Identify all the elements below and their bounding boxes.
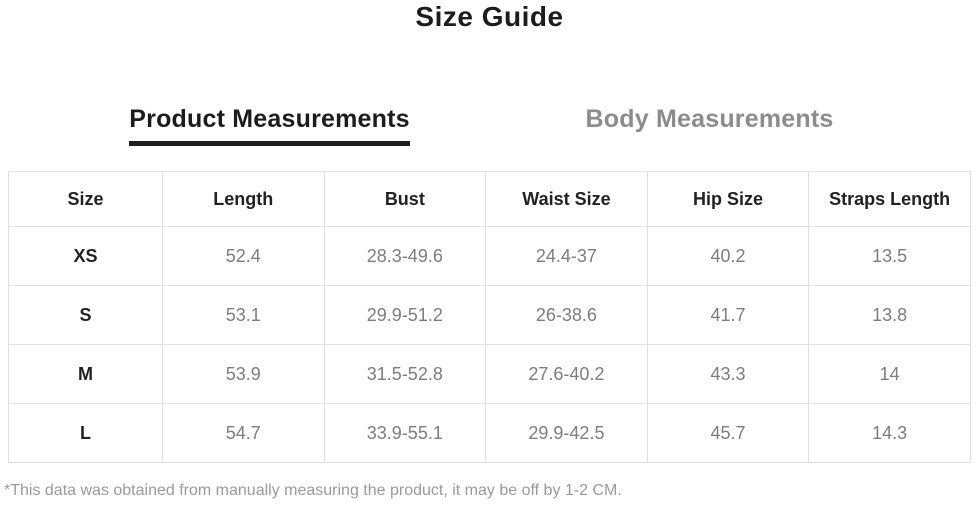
measurement-cell: 43.3 xyxy=(646,344,810,404)
measurement-disclaimer: *This data was obtained from manually me… xyxy=(4,482,622,499)
size-cell: L xyxy=(8,403,163,463)
size-guide-table: Size Length Bust Waist Size Hip Size Str… xyxy=(8,171,971,463)
column-header-hip-size: Hip Size xyxy=(646,171,810,227)
measurement-cell: 29.9-42.5 xyxy=(485,403,648,463)
page-title: Size Guide xyxy=(415,1,564,32)
table-row-l: L 54.7 33.9-55.1 29.9-42.5 45.7 14.3 xyxy=(8,403,971,463)
size-cell: M xyxy=(8,344,163,404)
column-header-size: Size xyxy=(8,171,163,227)
measurement-cell: 33.9-55.1 xyxy=(323,403,487,463)
table-row-m: M 53.9 31.5-52.8 27.6-40.2 43.3 14 xyxy=(8,344,971,404)
measurement-cell: 29.9-51.2 xyxy=(323,285,487,345)
measurement-tabs: Product Measurements Body Measurements xyxy=(50,105,930,146)
measurement-cell: 54.7 xyxy=(161,403,325,463)
table-row-xs: XS 52.4 28.3-49.6 24.4-37 40.2 13.5 xyxy=(8,226,971,286)
measurement-cell: 26-38.6 xyxy=(485,285,648,345)
measurement-cell: 27.6-40.2 xyxy=(485,344,648,404)
measurement-cell: 53.1 xyxy=(161,285,325,345)
tab-body-measurements-label: Body Measurements xyxy=(585,105,834,133)
measurement-cell: 14 xyxy=(808,344,971,404)
measurement-cell: 13.5 xyxy=(808,226,971,286)
measurement-cell: 53.9 xyxy=(161,344,325,404)
measurement-cell: 24.4-37 xyxy=(485,226,648,286)
measurement-cell: 52.4 xyxy=(161,226,325,286)
measurement-cell: 28.3-49.6 xyxy=(323,226,487,286)
measurement-cell: 13.8 xyxy=(808,285,971,345)
table-header-row: Size Length Bust Waist Size Hip Size Str… xyxy=(8,171,971,227)
column-header-waist-size: Waist Size xyxy=(485,171,648,227)
tab-product-measurements[interactable]: Product Measurements xyxy=(50,105,490,146)
measurement-cell: 41.7 xyxy=(646,285,810,345)
size-cell: S xyxy=(8,285,163,345)
column-header-bust: Bust xyxy=(323,171,487,227)
tab-product-measurements-label: Product Measurements xyxy=(129,105,410,146)
measurement-cell: 40.2 xyxy=(646,226,810,286)
measurement-cell: 31.5-52.8 xyxy=(323,344,487,404)
tab-body-measurements[interactable]: Body Measurements xyxy=(490,105,930,146)
size-cell: XS xyxy=(8,226,163,286)
column-header-straps-length: Straps Length xyxy=(808,171,971,227)
measurement-cell: 14.3 xyxy=(808,403,971,463)
column-header-length: Length xyxy=(161,171,325,227)
measurement-cell: 45.7 xyxy=(646,403,810,463)
table-row-s: S 53.1 29.9-51.2 26-38.6 41.7 13.8 xyxy=(8,285,971,345)
